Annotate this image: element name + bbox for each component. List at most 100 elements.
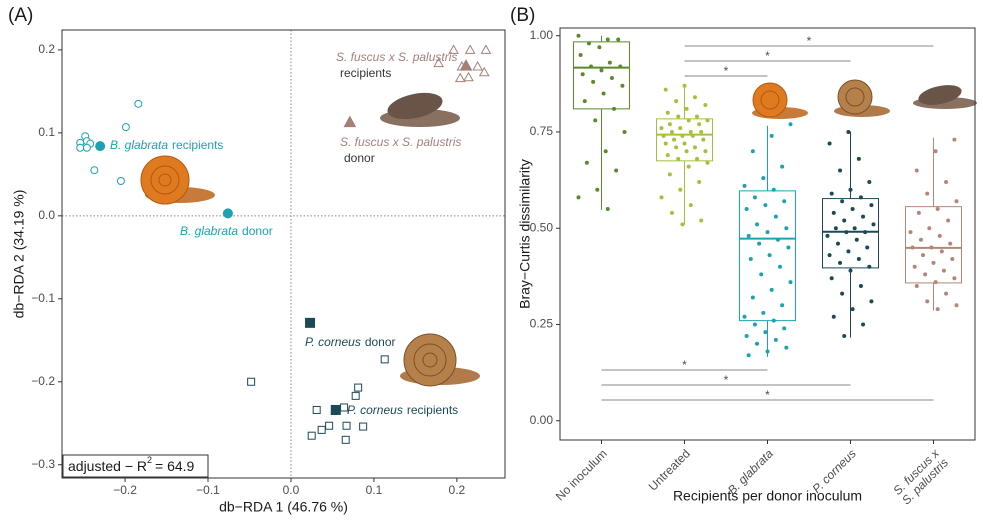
annotation-text: donor xyxy=(344,151,375,165)
point xyxy=(914,283,919,288)
point xyxy=(865,245,870,250)
point xyxy=(609,76,614,81)
x-tick-label: Untreated xyxy=(646,446,693,493)
y-tick-label: 0.00 xyxy=(530,413,554,427)
point xyxy=(576,195,581,200)
point xyxy=(82,143,91,152)
annotation: P. corneus donor xyxy=(305,335,396,349)
x-tick-label: −0.1 xyxy=(196,483,220,497)
x-tick-label: −0.2 xyxy=(113,483,137,497)
point xyxy=(765,349,770,354)
point xyxy=(659,195,664,200)
point xyxy=(576,33,581,38)
point xyxy=(697,122,702,127)
point xyxy=(850,206,855,211)
point xyxy=(695,114,700,119)
box xyxy=(656,118,713,162)
y-tick-label: 0.1 xyxy=(38,125,55,139)
point xyxy=(782,199,787,204)
y-tick-label: 0.50 xyxy=(530,220,554,234)
point xyxy=(765,230,770,235)
point xyxy=(459,59,473,71)
point xyxy=(850,307,855,312)
point xyxy=(757,241,762,246)
point xyxy=(863,230,868,235)
y-tick-label: −0.1 xyxy=(31,291,55,305)
point xyxy=(692,95,697,100)
point xyxy=(748,257,753,262)
box xyxy=(739,190,796,322)
point xyxy=(684,149,689,154)
point xyxy=(916,210,921,215)
point xyxy=(867,180,872,185)
point xyxy=(472,60,483,71)
point xyxy=(786,245,791,250)
point xyxy=(433,57,444,68)
point xyxy=(912,264,917,269)
point xyxy=(910,245,915,250)
point xyxy=(840,291,845,296)
point xyxy=(678,187,683,192)
y-tick-label: 0.75 xyxy=(530,124,554,138)
box xyxy=(905,206,962,284)
point xyxy=(750,149,755,154)
point xyxy=(697,180,702,185)
point xyxy=(305,317,316,328)
point xyxy=(838,168,843,173)
point xyxy=(578,52,583,57)
point xyxy=(659,126,664,131)
annotation: P. corneus recipients xyxy=(347,403,458,417)
point xyxy=(784,226,789,231)
point xyxy=(680,222,685,227)
panel-label: (B) xyxy=(510,5,535,26)
point xyxy=(591,79,596,84)
point xyxy=(746,353,751,358)
point xyxy=(763,203,768,208)
point xyxy=(674,145,679,150)
annotation: B. glabrata recipients xyxy=(110,138,223,152)
point xyxy=(661,133,666,138)
point xyxy=(935,206,940,211)
point xyxy=(829,191,834,196)
point xyxy=(341,435,350,444)
point xyxy=(759,272,764,277)
point xyxy=(667,122,672,127)
point xyxy=(330,404,341,415)
annotation-italic: S. fuscus x S. palustris xyxy=(336,50,457,64)
point xyxy=(678,126,683,131)
point xyxy=(933,280,938,285)
point xyxy=(448,44,459,54)
point xyxy=(788,122,793,127)
point xyxy=(614,168,619,173)
point xyxy=(769,133,774,138)
point xyxy=(95,141,106,152)
point xyxy=(769,287,774,292)
annotation: S. fuscus x S. palustris xyxy=(340,135,461,149)
point xyxy=(380,355,389,364)
stat-label: adjusted − R xyxy=(68,458,147,474)
point xyxy=(767,253,772,258)
point xyxy=(755,341,760,346)
stat-box xyxy=(62,454,209,478)
annotation-italic: S. fuscus x S. palustris xyxy=(340,135,461,149)
point xyxy=(667,172,672,177)
x-tick-label: 0.0 xyxy=(283,483,300,497)
point xyxy=(699,218,704,223)
point xyxy=(584,160,589,165)
point xyxy=(669,210,674,215)
y-tick-label: 1.00 xyxy=(530,28,554,42)
point xyxy=(464,44,476,54)
point xyxy=(682,141,687,146)
point xyxy=(925,191,930,196)
point xyxy=(835,241,840,246)
point xyxy=(831,314,836,319)
comparison-label: * xyxy=(807,34,812,48)
comparison-label: * xyxy=(724,64,729,78)
point xyxy=(944,291,949,296)
point xyxy=(586,41,591,46)
point xyxy=(941,268,946,273)
x-tick-label: S. fuscus xS. palustris xyxy=(890,446,952,508)
point xyxy=(605,37,610,42)
point xyxy=(595,187,600,192)
point xyxy=(672,137,677,142)
